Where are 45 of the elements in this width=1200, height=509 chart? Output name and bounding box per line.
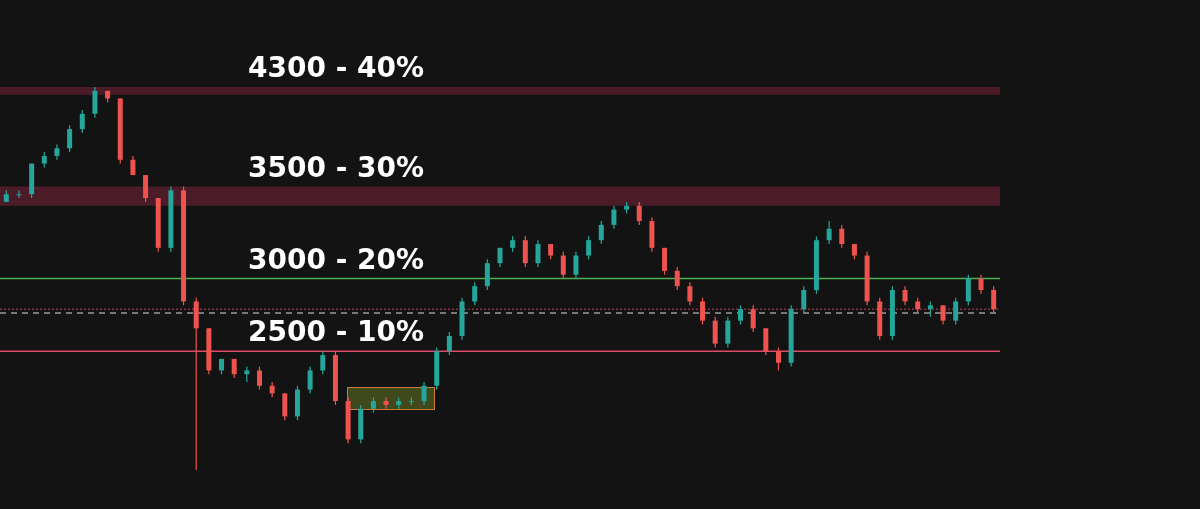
candlestick bbox=[79, 109, 85, 134]
candlestick bbox=[636, 201, 642, 226]
candlestick bbox=[67, 124, 73, 153]
candlestick bbox=[320, 350, 326, 375]
candlestick bbox=[940, 304, 946, 326]
candlestick bbox=[991, 285, 997, 314]
candlestick bbox=[598, 220, 604, 245]
candlestick bbox=[700, 297, 706, 326]
candlestick bbox=[421, 381, 427, 406]
candlestick bbox=[775, 346, 781, 372]
candlestick bbox=[383, 396, 389, 410]
candlestick bbox=[143, 174, 149, 203]
annotation: 2500 - 10% bbox=[248, 315, 425, 349]
candlestick bbox=[738, 304, 744, 326]
candlestick bbox=[712, 316, 718, 349]
candlestick bbox=[484, 258, 490, 291]
candlestick bbox=[16, 189, 22, 199]
candlestick bbox=[826, 220, 832, 245]
candlestick bbox=[256, 365, 262, 391]
candlestick bbox=[725, 316, 731, 349]
candlestick bbox=[573, 251, 579, 280]
band-label: 3500 - 30% bbox=[248, 150, 425, 184]
band-label: 4300 - 40% bbox=[248, 51, 425, 84]
candlestick bbox=[801, 285, 807, 314]
candlestick bbox=[687, 281, 693, 306]
candlestick bbox=[965, 274, 971, 306]
annotation: 3000 - 20% bbox=[248, 242, 425, 276]
candlestick bbox=[446, 331, 452, 356]
candlestick bbox=[674, 266, 680, 291]
candlestick bbox=[750, 304, 756, 333]
candlestick bbox=[839, 224, 845, 249]
candlestick bbox=[586, 235, 592, 260]
candlestick bbox=[560, 251, 566, 280]
candlestick bbox=[92, 86, 98, 119]
candlestick bbox=[611, 205, 617, 230]
candlestick bbox=[282, 392, 288, 421]
candlestick bbox=[978, 274, 984, 295]
candlestick bbox=[535, 239, 541, 268]
candlestick bbox=[472, 281, 478, 306]
candlestick bbox=[662, 247, 668, 276]
candlestick bbox=[953, 297, 959, 326]
candlestick bbox=[522, 235, 528, 268]
candlestick bbox=[902, 285, 908, 306]
candlestick bbox=[763, 327, 769, 356]
candlestick bbox=[307, 365, 313, 394]
